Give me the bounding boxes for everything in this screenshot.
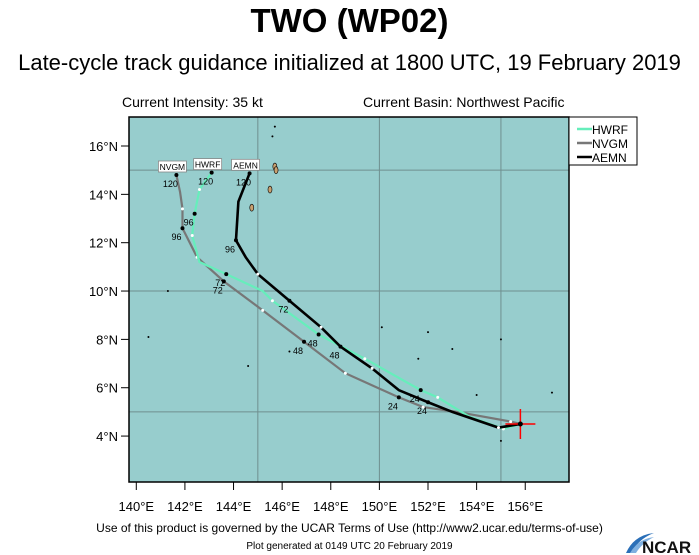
x-tick-label: 152°E bbox=[410, 499, 446, 514]
forecast-hour-label: 120 bbox=[198, 177, 213, 187]
model-tag-box bbox=[158, 160, 187, 173]
y-tick-label: 16°N bbox=[89, 139, 118, 154]
map-ocean bbox=[129, 117, 569, 482]
atoll bbox=[499, 338, 502, 341]
page-subtitle: Late-cycle track guidance initialized at… bbox=[18, 50, 681, 75]
x-tick-label: 142°E bbox=[167, 499, 203, 514]
island bbox=[267, 185, 273, 194]
forecast-hour-point bbox=[418, 388, 423, 393]
atoll bbox=[273, 125, 276, 128]
track-point bbox=[343, 371, 347, 375]
current-position-dot bbox=[517, 421, 523, 427]
atoll bbox=[288, 350, 291, 353]
y-tick-label: 10°N bbox=[89, 284, 118, 299]
forecast-hour-point bbox=[338, 344, 343, 349]
forecast-hour-label: 24 bbox=[417, 406, 427, 416]
forecast-hour-point bbox=[247, 171, 252, 176]
model-tag-box bbox=[231, 158, 260, 171]
forecast-hour-label: 48 bbox=[293, 346, 303, 356]
forecast-hour-label: 120 bbox=[236, 177, 251, 187]
y-tick-label: 6°N bbox=[96, 381, 118, 396]
atoll bbox=[499, 439, 502, 442]
y-tick-label: 4°N bbox=[96, 429, 118, 444]
atoll bbox=[271, 135, 274, 138]
page-title: TWO (WP02) bbox=[250, 2, 449, 39]
forecast-hour-point bbox=[180, 226, 185, 231]
forecast-hour-label: 24 bbox=[388, 401, 398, 411]
legend-label-hwrf: HWRF bbox=[592, 123, 628, 137]
forecast-hour-label: 72 bbox=[215, 278, 225, 288]
ncar-logo-text: NCAR bbox=[642, 538, 691, 555]
x-tick-label: 148°E bbox=[313, 499, 349, 514]
atoll bbox=[451, 348, 454, 351]
atoll bbox=[475, 393, 478, 396]
atoll bbox=[427, 331, 430, 334]
atoll bbox=[380, 326, 383, 329]
forecast-hour-point bbox=[316, 332, 321, 337]
track-point bbox=[421, 405, 425, 409]
current-basin: Current Basin: Northwest Pacific bbox=[363, 94, 565, 110]
map-frame bbox=[128, 116, 570, 483]
model-tag-aemn: AEMN bbox=[233, 160, 258, 170]
track-point bbox=[497, 426, 501, 430]
y-tick-label: 14°N bbox=[89, 187, 118, 202]
atoll bbox=[417, 357, 420, 360]
x-tick-label: 154°E bbox=[459, 499, 495, 514]
forecast-hour-point bbox=[287, 298, 292, 303]
track-point bbox=[319, 325, 323, 329]
island bbox=[273, 166, 279, 174]
forecast-hour-point bbox=[302, 339, 307, 344]
atoll bbox=[147, 335, 150, 338]
track-point bbox=[197, 188, 201, 192]
x-tick-label: 144°E bbox=[216, 499, 252, 514]
forecast-hour-point bbox=[233, 238, 238, 243]
track-point bbox=[509, 420, 513, 424]
forecast-hour-point bbox=[192, 211, 197, 216]
track-point bbox=[180, 207, 184, 211]
model-tag-nvgm: NVGM bbox=[160, 162, 186, 172]
x-tick-label: 146°E bbox=[264, 499, 300, 514]
plot-generated-time: Plot generated at 0149 UTC 20 February 2… bbox=[246, 541, 453, 552]
forecast-hour-label: 48 bbox=[329, 351, 339, 361]
atoll bbox=[247, 364, 250, 367]
forecast-hour-point bbox=[396, 395, 401, 400]
forecast-hour-label: 48 bbox=[308, 339, 318, 349]
y-tick-label: 8°N bbox=[96, 332, 118, 347]
track-point bbox=[261, 308, 265, 312]
forecast-hour-label: 72 bbox=[278, 305, 288, 315]
model-tag-box bbox=[193, 158, 223, 170]
track-aemn bbox=[234, 172, 521, 429]
forecast-hour-point bbox=[221, 279, 226, 284]
current-intensity: Current Intensity: 35 kt bbox=[122, 94, 263, 110]
y-tick-label: 12°N bbox=[89, 236, 118, 251]
x-tick-label: 140°E bbox=[119, 499, 155, 514]
atoll bbox=[166, 290, 169, 293]
forecast-hour-label: 120 bbox=[163, 179, 178, 189]
island bbox=[249, 203, 255, 212]
track-point bbox=[436, 395, 440, 399]
atoll bbox=[550, 391, 553, 394]
terms-of-use: Use of this product is governed by the U… bbox=[96, 521, 603, 535]
model-tag-hwrf: HWRF bbox=[195, 160, 221, 170]
forecast-hour-point bbox=[174, 173, 179, 178]
forecast-hour-label: 96 bbox=[171, 232, 181, 242]
forecast-hour-label: 96 bbox=[184, 218, 194, 228]
track-point bbox=[256, 272, 260, 276]
forecast-hour-point bbox=[426, 400, 431, 405]
ncar-logo: NCAR bbox=[626, 533, 691, 555]
forecast-hour-label: 24 bbox=[410, 394, 420, 404]
track-point bbox=[190, 233, 194, 237]
track-point bbox=[363, 357, 367, 361]
forecast-hour-label: 96 bbox=[225, 244, 235, 254]
track-point bbox=[370, 366, 374, 370]
forecast-hour-point bbox=[209, 170, 214, 175]
x-tick-label: 150°E bbox=[362, 499, 398, 514]
track-point bbox=[270, 299, 274, 303]
forecast-hour-label: 72 bbox=[213, 285, 223, 295]
track-map: 140°E 142°E 144°E 146°E 148°E 150°E 152°E 154°E… bbox=[89, 116, 638, 514]
x-tick-label: 156°E bbox=[507, 499, 543, 514]
legend-label-nvgm: NVGM bbox=[592, 137, 628, 151]
forecast-hour-point bbox=[224, 272, 229, 277]
legend-label-aemn: AEMN bbox=[592, 151, 627, 165]
